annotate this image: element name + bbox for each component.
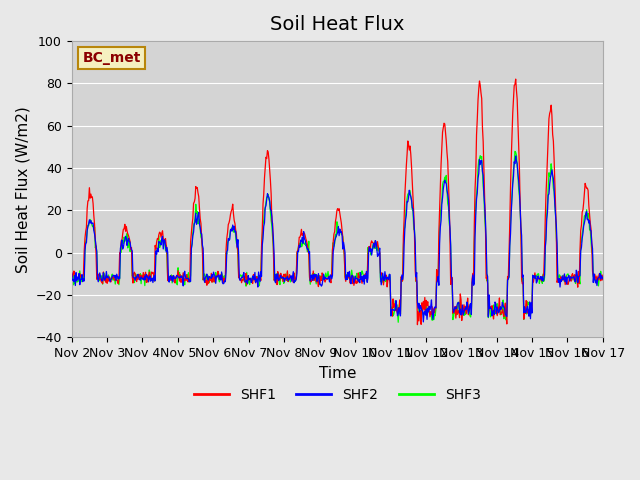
SHF2: [512, 153, 520, 159]
SHF1: [214, 268, 222, 274]
SHF1: [418, 300, 426, 306]
SHF3: [394, 319, 402, 325]
Text: BC_met: BC_met: [83, 51, 141, 65]
SHF3: [403, 203, 410, 208]
SHF2: [599, 276, 607, 282]
SHF2: [68, 270, 76, 276]
Line: SHF2: SHF2: [72, 156, 603, 322]
SHF3: [511, 149, 519, 155]
SHF3: [418, 300, 426, 306]
SHF1: [186, 277, 194, 283]
Line: SHF1: SHF1: [72, 79, 603, 324]
SHF1: [77, 275, 85, 281]
SHF3: [132, 271, 140, 277]
SHF1: [68, 270, 76, 276]
Y-axis label: Soil Heat Flux (W/m2): Soil Heat Flux (W/m2): [15, 106, 30, 273]
SHF2: [419, 319, 427, 325]
Title: Soil Heat Flux: Soil Heat Flux: [270, 15, 404, 34]
SHF3: [599, 275, 607, 281]
SHF1: [413, 322, 421, 327]
SHF2: [417, 305, 425, 311]
SHF2: [186, 277, 194, 283]
SHF3: [214, 272, 222, 278]
SHF1: [599, 277, 607, 283]
SHF3: [77, 279, 85, 285]
SHF3: [186, 279, 194, 285]
Line: SHF3: SHF3: [72, 152, 603, 322]
SHF2: [214, 273, 222, 278]
SHF2: [77, 276, 85, 282]
Legend: SHF1, SHF2, SHF3: SHF1, SHF2, SHF3: [188, 383, 486, 408]
SHF3: [68, 276, 76, 282]
SHF2: [132, 274, 140, 280]
SHF1: [402, 176, 410, 182]
SHF1: [132, 276, 140, 282]
SHF2: [402, 217, 410, 223]
SHF1: [512, 76, 520, 82]
X-axis label: Time: Time: [319, 366, 356, 381]
